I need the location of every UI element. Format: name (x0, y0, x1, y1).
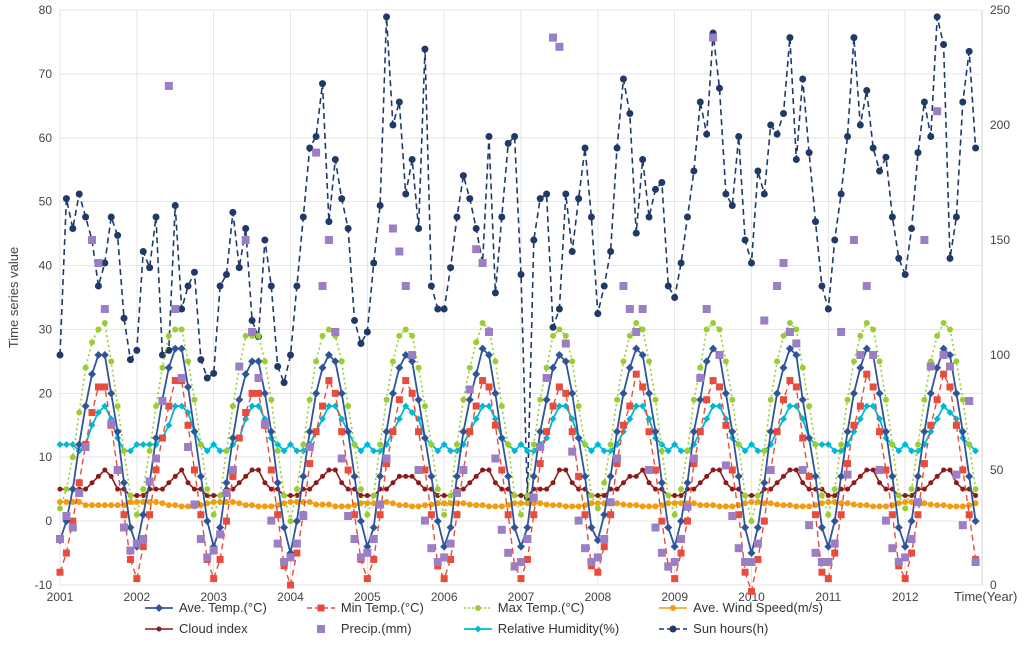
svg-text:Time(Year): Time(Year) (954, 589, 1017, 604)
svg-text:70: 70 (39, 67, 53, 81)
svg-text:100: 100 (990, 348, 1010, 362)
svg-text:60: 60 (39, 131, 53, 145)
legend-label: Sun hours(h) (693, 621, 768, 636)
legend-label: Max Temp.(°C) (498, 600, 585, 615)
svg-text:2001: 2001 (47, 590, 74, 604)
svg-text:150: 150 (990, 233, 1010, 247)
legend-swatch-precip (307, 623, 335, 635)
svg-text:80: 80 (39, 3, 53, 17)
svg-text:10: 10 (39, 450, 53, 464)
legend-swatch-cloud (145, 623, 173, 635)
legend-label: Ave. Temp.(°C) (179, 600, 267, 615)
legend-label: Min Temp.(°C) (341, 600, 424, 615)
legend-item-max_temp: Max Temp.(°C) (464, 600, 619, 615)
legend-label: Relative Humidity(%) (498, 621, 619, 636)
svg-text:2012: 2012 (892, 590, 919, 604)
svg-text:50: 50 (990, 463, 1004, 477)
legend-swatch-min_temp (307, 602, 335, 614)
legend-swatch-ave_temp (145, 602, 173, 614)
legend-item-humidity: Relative Humidity(%) (464, 621, 619, 636)
legend-item-sun: Sun hours(h) (659, 621, 823, 636)
legend-swatch-humidity (464, 623, 492, 635)
legend-swatch-wind (659, 602, 687, 614)
legend-item-precip: Precip.(mm) (307, 621, 424, 636)
svg-text:0: 0 (45, 514, 52, 528)
legend-item-cloud: Cloud index (145, 621, 267, 636)
svg-text:Time series value: Time series value (6, 247, 21, 348)
svg-text:50: 50 (39, 195, 53, 209)
legend: Ave. Temp.(°C) Min Temp.(°C) Max Temp.(°C)… (145, 600, 823, 636)
legend-label: Cloud index (179, 621, 248, 636)
legend-label: Ave. Wind Speed(m/s) (693, 600, 823, 615)
svg-text:200: 200 (990, 118, 1010, 132)
chart-container: -100102030405060708020012002200320042005… (0, 0, 1024, 646)
svg-text:20: 20 (39, 386, 53, 400)
legend-item-min_temp: Min Temp.(°C) (307, 600, 424, 615)
chart-svg: -100102030405060708020012002200320042005… (0, 0, 1024, 646)
legend-swatch-sun (659, 623, 687, 635)
legend-item-wind: Ave. Wind Speed(m/s) (659, 600, 823, 615)
legend-swatch-max_temp (464, 602, 492, 614)
svg-text:250: 250 (990, 3, 1010, 17)
legend-item-ave_temp: Ave. Temp.(°C) (145, 600, 267, 615)
svg-text:40: 40 (39, 259, 53, 273)
svg-text:30: 30 (39, 322, 53, 336)
legend-label: Precip.(mm) (341, 621, 412, 636)
